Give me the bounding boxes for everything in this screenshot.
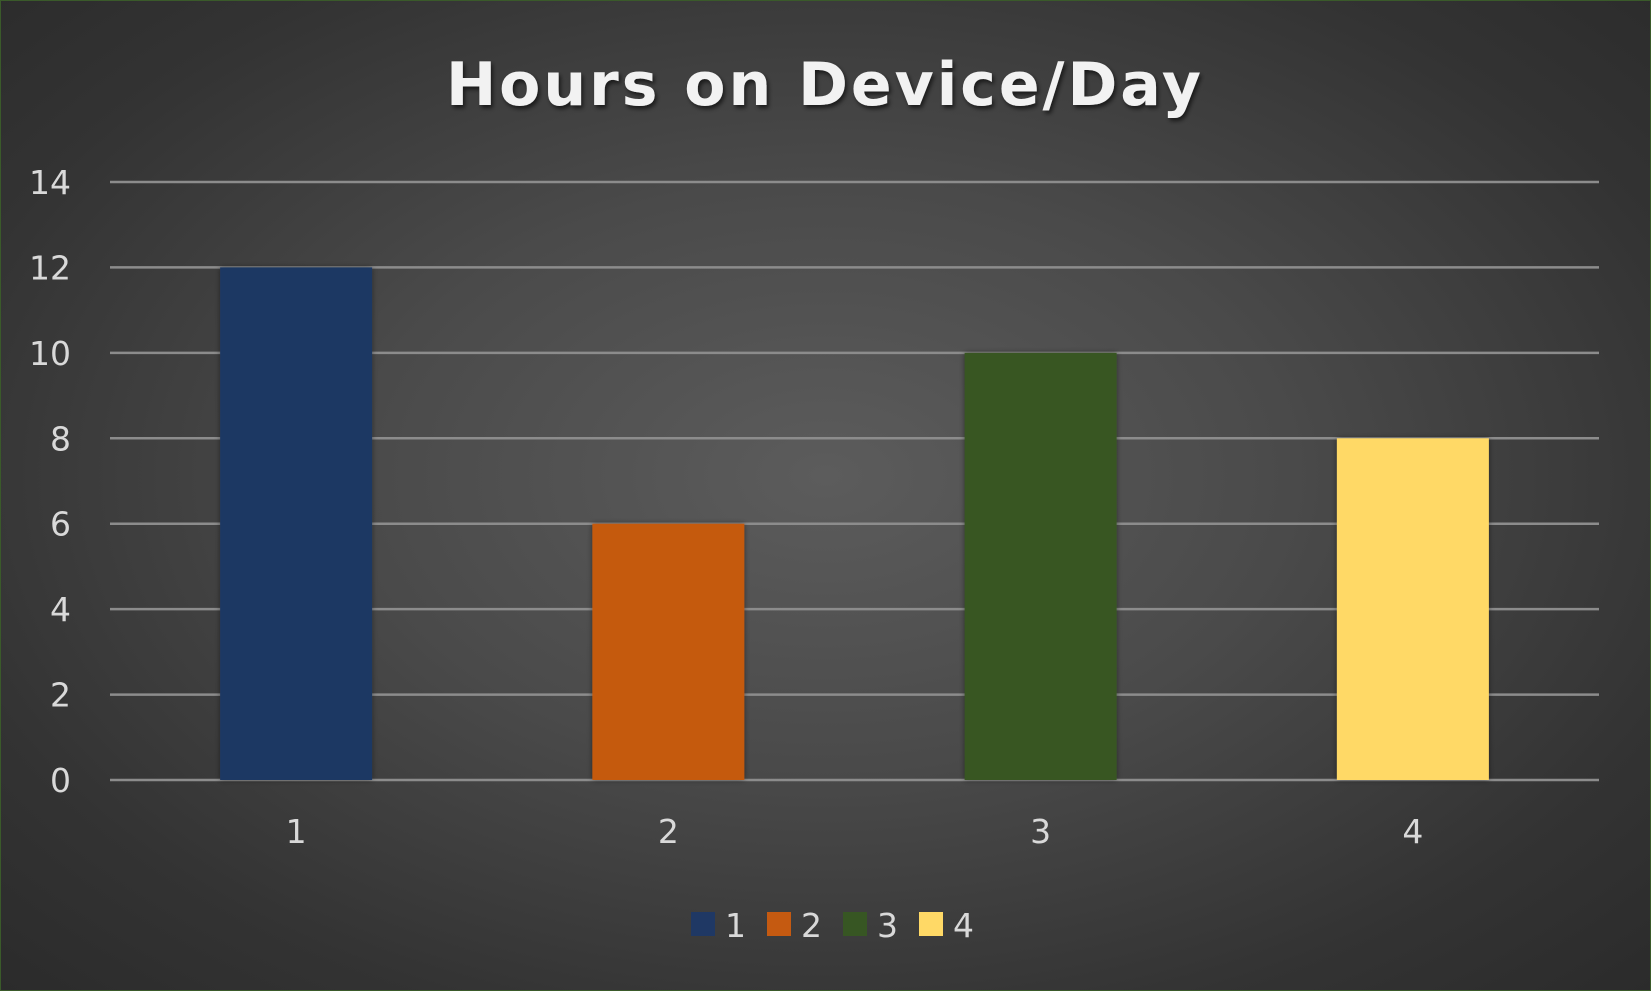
- y-tick-label: 8: [50, 419, 71, 458]
- bars: [220, 267, 1489, 780]
- chart-title: Hours on Device/Day: [446, 50, 1204, 120]
- bar: [592, 523, 745, 780]
- legend-label: 4: [953, 906, 974, 945]
- y-tick-label: 12: [29, 248, 71, 287]
- x-tick-label: 4: [1402, 812, 1423, 851]
- legend-label: 2: [801, 906, 822, 945]
- bar: [964, 352, 1117, 780]
- x-tick-label: 1: [286, 812, 307, 851]
- y-tick-label: 4: [50, 590, 71, 629]
- legend-label: 3: [877, 906, 898, 945]
- y-axis-ticks: 0 2 4 6 8 10 12 14: [29, 163, 71, 800]
- x-axis-ticks: 1 2 3 4: [286, 812, 1424, 851]
- legend-swatch: [767, 912, 791, 936]
- y-tick-label: 14: [29, 163, 71, 202]
- x-tick-label: 2: [658, 812, 679, 851]
- bar: [1336, 438, 1489, 780]
- bar: [220, 267, 373, 780]
- y-tick-label: 0: [50, 761, 71, 800]
- legend-swatch: [843, 912, 867, 936]
- y-tick-label: 10: [29, 334, 71, 373]
- legend-label: 1: [725, 906, 746, 945]
- legend-swatch: [919, 912, 943, 936]
- legend-swatch: [691, 912, 715, 936]
- y-tick-label: 2: [50, 676, 71, 715]
- x-tick-label: 3: [1030, 812, 1051, 851]
- legend: 1 2 3 4: [691, 906, 974, 945]
- y-tick-label: 6: [50, 505, 71, 544]
